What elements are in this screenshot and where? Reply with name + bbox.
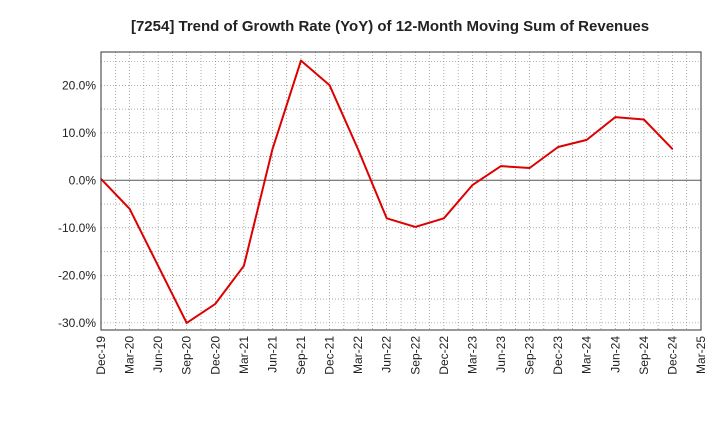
grid <box>100 52 702 330</box>
data-point <box>557 146 559 148</box>
data-point <box>357 148 359 151</box>
y-tick-label: -30.0% <box>58 316 96 330</box>
data-point <box>385 217 388 220</box>
x-tick-label: Mar-21 <box>237 336 251 374</box>
data-point <box>185 322 188 324</box>
x-tick-label: Dec-23 <box>551 336 565 375</box>
x-tick-label: Jun-22 <box>380 336 394 373</box>
x-tick-label: Sep-24 <box>637 336 651 375</box>
x-tick-label: Sep-22 <box>408 336 422 375</box>
data-point <box>585 139 588 141</box>
x-tick-label: Mar-24 <box>580 336 594 374</box>
x-tick-label: Dec-19 <box>94 336 108 375</box>
data-point <box>500 165 502 167</box>
x-tick-label: Jun-21 <box>265 336 279 373</box>
x-tick-label: Dec-21 <box>323 336 337 375</box>
data-point <box>243 265 245 267</box>
x-tick-label: Mar-20 <box>123 336 137 374</box>
x-tick-label: Jun-20 <box>151 336 165 373</box>
x-tick-label: Mar-25 <box>694 336 708 374</box>
series-line <box>100 59 674 324</box>
y-tick-label: -20.0% <box>58 268 96 282</box>
x-tick-label: Dec-24 <box>665 336 679 375</box>
data-point <box>443 217 445 220</box>
y-tick-labels: 20.0% 10.0% 0.0% -10.0% -20.0% -30.0% <box>58 78 96 330</box>
x-tick-label: Sep-21 <box>294 336 308 375</box>
x-tick-label: Dec-20 <box>208 336 222 375</box>
data-point <box>214 303 217 305</box>
data-point <box>528 167 531 169</box>
x-tick-label: Sep-20 <box>180 336 194 375</box>
x-tick-label: Sep-23 <box>523 336 537 375</box>
x-tick-label: Mar-23 <box>465 336 479 374</box>
x-tick-label: Dec-22 <box>437 336 451 375</box>
x-tick-label: Jun-24 <box>608 336 622 373</box>
plot-frame <box>100 51 702 331</box>
data-point <box>671 148 674 150</box>
y-tick-label: 10.0% <box>62 126 96 140</box>
data-point <box>643 118 645 121</box>
data-point <box>471 184 474 186</box>
x-tick-labels: Dec-19 Mar-20 Jun-20 Sep-20 Dec-20 Mar-21 Jun-… <box>94 336 708 375</box>
data-point <box>414 226 417 228</box>
data-point <box>614 116 617 118</box>
data-point <box>300 59 302 62</box>
data-point <box>128 208 131 210</box>
y-tick-label: 20.0% <box>62 78 96 92</box>
chart-title: [7254] Trend of Growth Rate (YoY) of 12-… <box>131 18 649 35</box>
x-tick-label: Jun-23 <box>494 336 508 373</box>
data-point <box>328 84 331 87</box>
data-point <box>271 148 274 151</box>
y-tick-label: -10.0% <box>58 221 96 235</box>
data-point <box>157 265 159 267</box>
x-tick-label: Mar-22 <box>351 336 365 374</box>
y-tick-label: 0.0% <box>69 173 97 187</box>
